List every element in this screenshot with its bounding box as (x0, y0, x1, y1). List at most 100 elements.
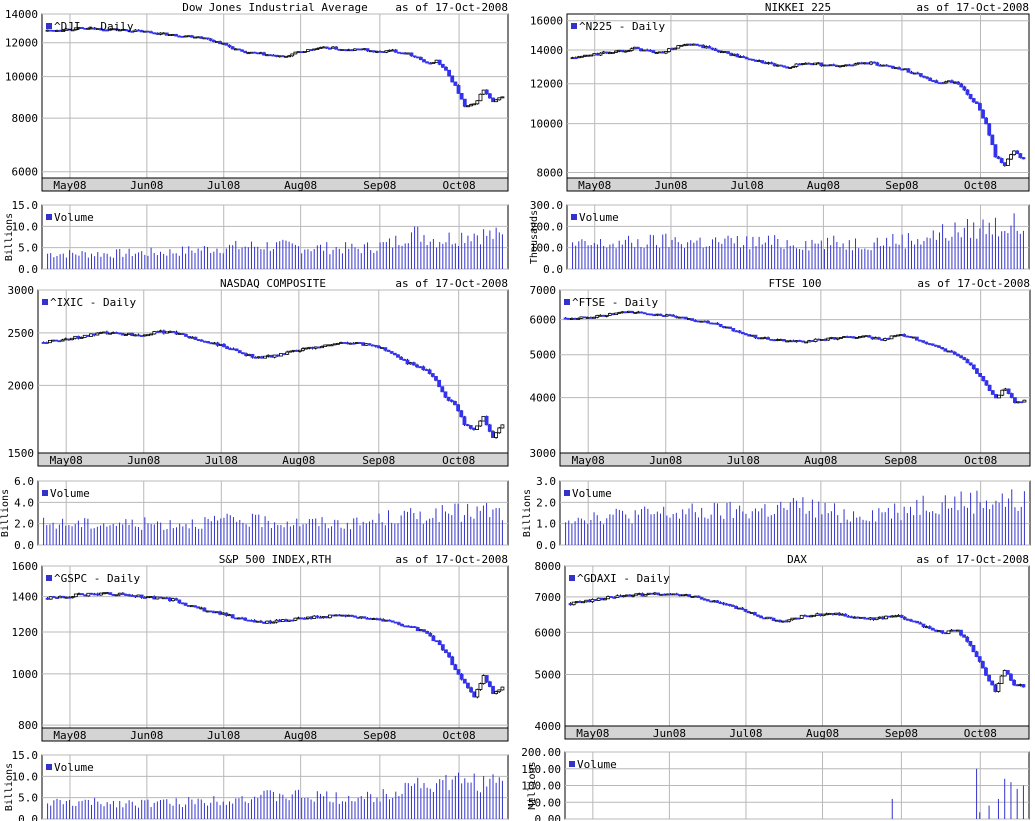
candle-body (356, 48, 361, 51)
candle-body (146, 596, 150, 599)
candle-body (737, 607, 742, 610)
candle-body (422, 629, 426, 632)
candle-body (832, 337, 837, 340)
candle-body (280, 619, 285, 623)
candle-body (835, 337, 840, 340)
candle-body (365, 617, 370, 620)
candle-body (642, 312, 647, 315)
candle-body (146, 334, 150, 337)
candle-body (51, 596, 56, 599)
candle-body (921, 623, 926, 628)
candle-body (759, 337, 764, 340)
candle-body (440, 644, 445, 651)
candle-body (663, 51, 668, 54)
candle-body (205, 610, 210, 613)
candle-body (702, 320, 707, 323)
y-tick-label: 1000 (12, 668, 39, 681)
candle-body (427, 369, 432, 374)
candle-body (568, 603, 573, 606)
candle-body (631, 594, 635, 597)
x-tick-label: Aug08 (804, 454, 837, 467)
candle-body (1009, 673, 1013, 681)
candle-body (649, 313, 653, 316)
price-panel (37, 289, 509, 467)
candle-body (724, 603, 729, 606)
chart-title: NASDAQ COMPOSITE (220, 277, 326, 290)
candle-body (321, 616, 326, 619)
candle-body (772, 339, 777, 342)
candle-body (299, 51, 304, 54)
candle-body (709, 322, 714, 325)
candle-body (784, 620, 788, 623)
candle-body (579, 55, 584, 58)
legend-swatch (571, 23, 577, 29)
candle-body (478, 420, 483, 427)
candle-body (233, 48, 238, 51)
candle-body (345, 342, 350, 345)
candle-body (587, 599, 592, 603)
as-of-date: as of 17-Oct-2008 (395, 1, 508, 14)
candle-body (127, 594, 132, 597)
candle-body (828, 64, 833, 67)
candle-body (309, 616, 313, 619)
candle-body (228, 348, 233, 351)
candle-body (302, 617, 307, 620)
candle-body (280, 55, 285, 58)
candle-body (704, 46, 709, 49)
candle-body (595, 53, 600, 56)
candle-body (472, 691, 477, 698)
candle-body (120, 332, 125, 336)
volume-tick-label: 200.00 (521, 746, 561, 759)
candle-body (930, 343, 935, 346)
candle-body (221, 42, 226, 45)
candle-body (262, 52, 266, 56)
candle-body (337, 614, 342, 617)
candle-body (475, 689, 480, 698)
candle-body (880, 616, 885, 620)
candle-body (715, 600, 720, 603)
candle-body (275, 354, 280, 357)
candle-body (161, 330, 166, 334)
candle-body (848, 336, 853, 339)
candle-body (331, 614, 335, 617)
candle-body (418, 56, 423, 61)
candle-body (583, 54, 587, 57)
candle-body (819, 62, 824, 67)
candle-body (212, 342, 217, 345)
candle-body (359, 48, 364, 51)
candle-body (290, 53, 295, 57)
candle-body (816, 338, 821, 341)
candle-body (250, 353, 255, 358)
volume-tick-label: 200.0 (530, 220, 563, 233)
candle-body (853, 63, 858, 66)
candle-body (76, 335, 81, 339)
candle-body (431, 635, 436, 642)
candle-body (1021, 157, 1026, 160)
candle-body (92, 333, 97, 336)
x-tick-label: Aug08 (282, 454, 315, 467)
volume-tick-label: 0.0 (18, 263, 38, 276)
candle-body (658, 313, 663, 316)
candle-body (279, 353, 283, 357)
candle-body (348, 342, 353, 345)
candle-body (895, 334, 900, 337)
candle-body (399, 356, 404, 360)
candle-body (612, 597, 617, 599)
candle-body (61, 30, 66, 32)
candle-body (487, 93, 492, 99)
candle-body (727, 603, 732, 606)
candle-body (277, 619, 282, 623)
x-tick-label: Jun08 (653, 727, 686, 740)
candle-body (623, 50, 628, 53)
candle-body (491, 97, 495, 103)
candle-body (111, 332, 116, 334)
candle-body (738, 56, 743, 58)
legend-label: ^GDAXI - Daily (577, 572, 670, 585)
candle-body (840, 613, 845, 616)
candle-body (133, 595, 138, 598)
candle-body (813, 338, 818, 342)
candle-body (472, 428, 476, 430)
candle-body (340, 614, 345, 617)
candle-body (592, 316, 596, 319)
candle-body (346, 49, 351, 52)
